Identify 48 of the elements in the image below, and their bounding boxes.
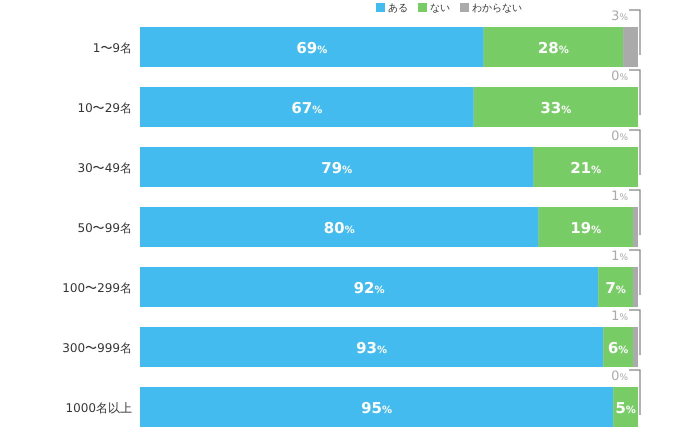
data-label: 28%	[538, 39, 569, 57]
data-label: 7%	[605, 279, 626, 297]
data-label: 1%	[611, 309, 628, 324]
data-label: 92%	[354, 279, 385, 297]
data-label: 0%	[611, 369, 628, 384]
data-label: 33%	[540, 99, 572, 117]
bar	[140, 27, 484, 67]
y-tick-label: 50〜99名	[77, 221, 132, 235]
data-label: 0%	[611, 129, 628, 144]
y-tick-label: 1〜9名	[92, 41, 132, 55]
bar	[603, 327, 634, 367]
data-label: 1%	[611, 249, 628, 264]
data-label: 95%	[361, 399, 392, 417]
bar	[140, 267, 598, 307]
bar	[140, 327, 604, 367]
y-tick-label: 300〜999名	[62, 341, 132, 355]
data-label: 0%	[611, 69, 628, 84]
data-label: 6%	[608, 339, 628, 357]
data-label: 69%	[296, 39, 328, 57]
data-label: 21%	[570, 159, 602, 177]
data-label: 3%	[611, 9, 628, 24]
bar	[633, 267, 638, 307]
y-tick-label: 1000名以上	[65, 401, 132, 415]
data-label: 5%	[615, 399, 636, 417]
y-tick-label: 30〜49名	[77, 161, 132, 175]
legend-label: ない	[430, 3, 450, 14]
data-label: 67%	[291, 99, 322, 117]
bar	[484, 27, 624, 67]
data-label: 1%	[611, 189, 628, 204]
y-tick-label: 100〜299名	[62, 281, 132, 295]
bar	[140, 387, 614, 427]
bar	[623, 27, 638, 67]
y-tick-label: 10〜29名	[77, 101, 132, 115]
bar	[140, 87, 474, 127]
bar	[633, 207, 638, 247]
bar	[598, 267, 634, 307]
bar	[533, 147, 638, 187]
bar	[140, 207, 538, 247]
bar	[140, 147, 534, 187]
data-label: 93%	[356, 339, 388, 357]
data-label: 19%	[570, 219, 602, 237]
bar	[474, 87, 638, 127]
data-label: 80%	[324, 219, 355, 237]
bar	[633, 327, 638, 367]
data-label: 79%	[321, 159, 352, 177]
legend-label: ある	[388, 3, 408, 14]
bar	[538, 207, 634, 247]
legend-label: わからない	[472, 3, 522, 14]
